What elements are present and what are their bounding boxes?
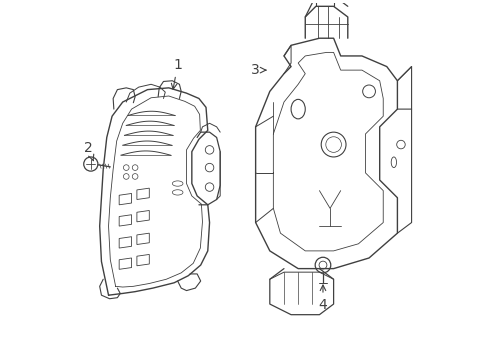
Text: 4: 4	[318, 285, 327, 312]
Text: 1: 1	[172, 58, 182, 89]
Text: 3: 3	[251, 63, 266, 77]
Text: 2: 2	[84, 141, 94, 161]
